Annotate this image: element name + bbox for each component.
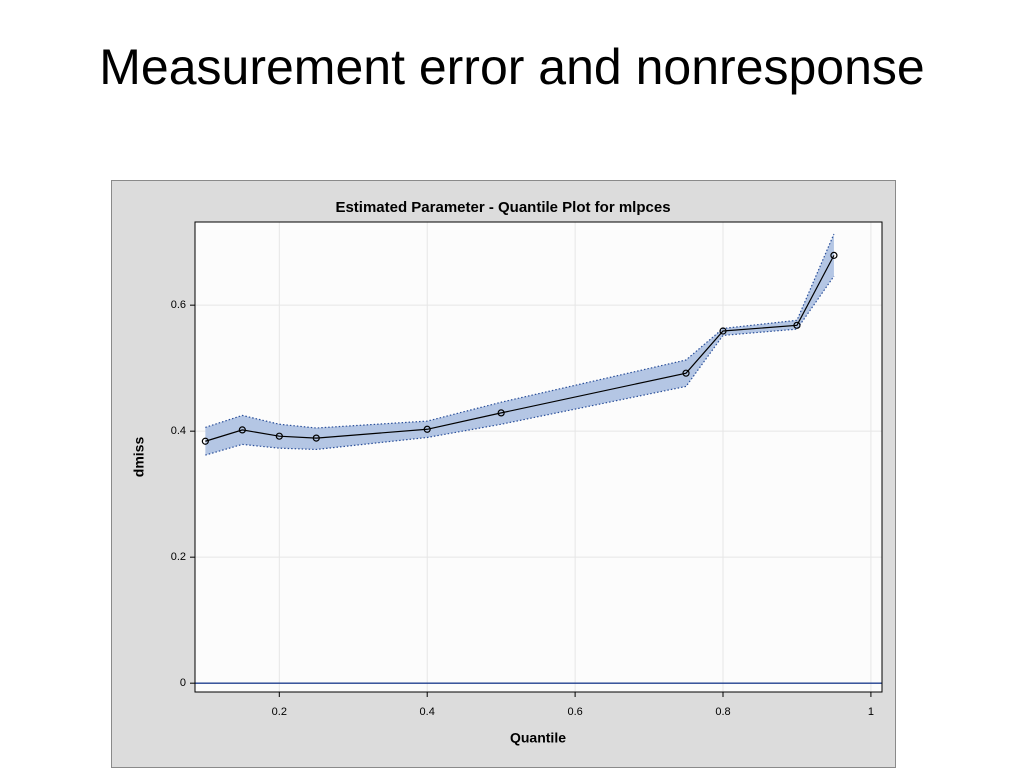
estimate-point (312, 434, 320, 442)
estimate-point (793, 321, 801, 329)
x-tick-label: 0.8 (715, 706, 730, 718)
estimate-point (682, 369, 690, 377)
x-tick-label: 0.6 (567, 706, 582, 718)
estimate-point (497, 409, 505, 417)
slide-title: Measurement error and nonresponse (99, 39, 925, 95)
estimate-point (423, 425, 431, 433)
confidence-band (205, 233, 834, 456)
chart-title: Estimated Parameter - Quantile Plot for … (335, 199, 670, 216)
y-tick-label: 0.2 (171, 551, 186, 563)
x-tick-label: 0.4 (420, 706, 435, 718)
y-tick-label: 0.4 (171, 425, 186, 437)
estimate-point (275, 432, 283, 440)
y-tick-label: 0 (180, 677, 186, 689)
band-upper-line (205, 233, 835, 429)
y-tick-label: 0.6 (171, 299, 186, 311)
y-axis-label: dmiss (131, 437, 147, 478)
estimate-point (201, 437, 209, 445)
band-lower-line (205, 275, 835, 456)
x-axis-label: Quantile (510, 730, 566, 746)
plot-area (195, 222, 882, 692)
x-tick-label: 1 (868, 706, 874, 718)
estimate-point (238, 426, 246, 434)
x-tick-label: 0.2 (272, 706, 287, 718)
estimate-point (719, 327, 727, 335)
estimate-line (205, 255, 835, 442)
estimate-point (830, 251, 838, 259)
plot-frame (194, 221, 883, 693)
